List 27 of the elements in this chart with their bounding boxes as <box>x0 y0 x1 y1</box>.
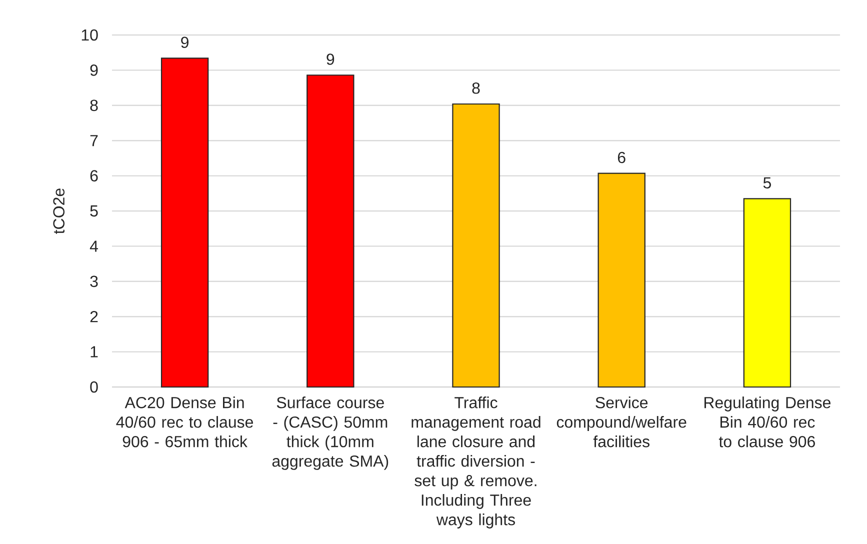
x-tick-label: Traffic management road lane closure and traffic diversion - set up & remove. Including Three ways lights <box>412 396 540 528</box>
x-tick-label: Surface course - (CASC) 50mm thick (10mm aggregate SMA) <box>272 396 388 470</box>
y-tick-label: 1 <box>90 346 98 358</box>
y-tick-label: 3 <box>90 276 98 288</box>
y-tick-label: 4 <box>90 240 98 252</box>
y-tick-label: 0 <box>90 381 98 393</box>
data-label: 6 <box>618 152 626 164</box>
bar <box>452 103 500 388</box>
data-label: 9 <box>181 36 188 48</box>
y-tick-label: 2 <box>90 311 98 322</box>
bar <box>160 58 209 388</box>
bar <box>598 172 646 388</box>
y-tick-label: 7 <box>90 135 98 146</box>
bar <box>743 198 792 388</box>
x-tick-label: AC20 Dense Bin 40/60 rec to clause 906 - 65mm thick <box>116 396 253 448</box>
y-tick-label: 9 <box>90 64 98 76</box>
y-tick-label: 10 <box>82 29 98 41</box>
x-tick-label: Regulating Dense Bin 40/60 rec to clause 906 <box>704 396 830 448</box>
x-tick-label: Service compound/welfare facilities <box>556 396 686 448</box>
y-tick-label: 5 <box>90 205 98 217</box>
y-axis-title: tCO2e <box>53 188 65 234</box>
data-label: 8 <box>472 82 480 94</box>
y-tick-label: 8 <box>90 100 98 112</box>
bar <box>306 74 354 388</box>
data-label: 9 <box>326 54 334 65</box>
y-tick-label: 6 <box>90 170 98 182</box>
data-label: 5 <box>763 177 771 188</box>
